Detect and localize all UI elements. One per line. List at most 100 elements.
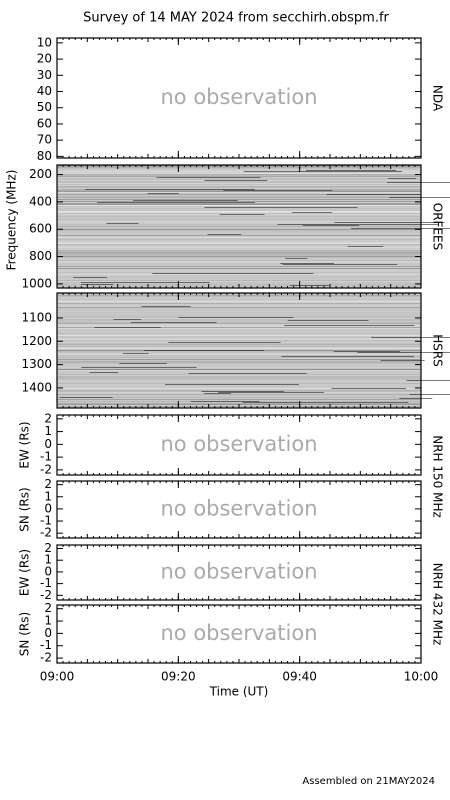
spectrogram-row: [57, 364, 421, 365]
spectrogram-row: [57, 175, 421, 176]
spectrogram-row: [57, 322, 421, 323]
spectrogram-streak: [284, 325, 415, 326]
instrument-label: NRH 150 MHz: [431, 435, 445, 518]
spectrogram-row: [57, 205, 421, 206]
spectrogram-row: [57, 204, 421, 205]
spectrogram-row: [57, 354, 421, 355]
spectrogram-row: [57, 171, 421, 172]
x-axis-label: Time (UT): [209, 685, 269, 699]
spectrogram-streak: [331, 388, 407, 389]
spectrogram-row: [57, 386, 421, 387]
y-tick-label: 1: [44, 424, 52, 438]
spectrogram-row: [57, 332, 421, 333]
spectrogram-row: [57, 305, 421, 306]
spectrogram-row: [57, 210, 421, 211]
spectrogram-row: [57, 327, 421, 328]
y-axis-label: SN (Rs): [18, 487, 32, 531]
spectrogram-row: [57, 225, 421, 226]
spectrogram-row: [57, 366, 421, 367]
spectrogram-row: [57, 170, 421, 171]
spectrogram-row: [57, 309, 421, 310]
annotation: no observation: [160, 621, 317, 645]
spectrogram-streak: [334, 222, 445, 223]
instrument-label: HSRS: [431, 334, 445, 367]
spectrogram-streak: [282, 264, 398, 265]
spectrogram-row: [57, 208, 421, 209]
spectrogram-row: [57, 188, 421, 189]
spectrogram-streak: [147, 193, 179, 194]
spectrogram-row: [57, 186, 421, 187]
spectrogram-row: [57, 255, 421, 256]
spectrogram-row: [57, 185, 421, 186]
spectrogram-row: [57, 248, 421, 249]
spectrogram-row: [57, 174, 421, 175]
spectrogram-row: [57, 271, 421, 272]
spectrogram-row: [57, 215, 421, 216]
spectrogram-row: [57, 244, 421, 245]
spectrogram-row: [57, 243, 421, 244]
spectrogram-row: [57, 403, 421, 404]
spectrogram-row: [57, 182, 421, 183]
spectrogram-streak: [326, 194, 421, 195]
spectrogram-row: [57, 269, 421, 270]
spectrogram-row: [57, 382, 421, 383]
spectrogram-row: [57, 301, 421, 302]
spectrogram-row: [57, 378, 421, 379]
y-tick-label: 400: [29, 194, 52, 208]
spectrogram-row: [57, 319, 421, 320]
spectrogram-row: [57, 224, 421, 225]
spectrogram-row: [57, 228, 421, 229]
spectrogram-row: [57, 254, 421, 255]
footer: Assembled on 21MAY2024: [302, 776, 435, 787]
spectrogram-row: [57, 320, 421, 321]
spectrogram-streak: [333, 351, 400, 352]
spectrogram-row: [57, 250, 421, 251]
annotation: no observation: [160, 560, 317, 584]
spectrogram-row: [57, 258, 421, 259]
spectrogram-streak: [144, 350, 265, 351]
y-tick-label: 1: [44, 614, 52, 628]
spectrogram-streak: [406, 380, 450, 381]
spectrogram-row: [57, 282, 421, 283]
spectrogram-streak: [85, 189, 255, 190]
spectrogram-row: [57, 201, 421, 202]
spectrogram-row: [57, 218, 421, 219]
spectrogram-row: [57, 249, 421, 250]
spectrogram-streak: [281, 356, 414, 357]
spectrogram-row: [57, 371, 421, 372]
spectrogram-streak: [386, 182, 450, 183]
annotation: no observation: [160, 497, 317, 521]
x-tick-label: 09:40: [282, 670, 317, 684]
spectrogram-row: [57, 211, 421, 212]
spectrogram-row: [57, 194, 421, 195]
spectrogram-row: [57, 200, 421, 201]
spectrogram-row: [57, 324, 421, 325]
spectrogram-row: [57, 256, 421, 257]
y-tick-label: 0: [44, 626, 52, 640]
spectrogram-row: [57, 219, 421, 220]
spectrogram-streak: [156, 177, 261, 178]
spectrogram-row: [57, 203, 421, 204]
spectrogram-row: [57, 331, 421, 332]
spectrogram-streak: [357, 352, 450, 353]
spectrogram-streak: [130, 322, 217, 323]
annotation: no observation: [160, 432, 317, 456]
spectrogram-streak: [277, 224, 440, 225]
spectrogram-row: [57, 333, 421, 334]
spectrogram-row: [57, 328, 421, 329]
y-tick-label: 1100: [21, 310, 52, 324]
spectrogram-streak: [152, 273, 314, 274]
spectrogram-row: [57, 383, 421, 384]
spectrogram-streak: [141, 306, 191, 307]
spectrogram-row: [57, 368, 421, 369]
spectrogram-row: [57, 334, 421, 335]
spectrogram-row: [57, 393, 421, 394]
spectrogram-row: [57, 281, 421, 282]
spectrogram-streak: [291, 212, 333, 213]
spectrogram-row: [57, 257, 421, 258]
spectrogram-row: [57, 396, 421, 397]
y-tick-label: 1200: [21, 334, 52, 348]
y-tick-label: 1000: [21, 276, 52, 290]
spectrogram-streak: [81, 284, 114, 285]
spectrogram-streak: [223, 190, 333, 191]
